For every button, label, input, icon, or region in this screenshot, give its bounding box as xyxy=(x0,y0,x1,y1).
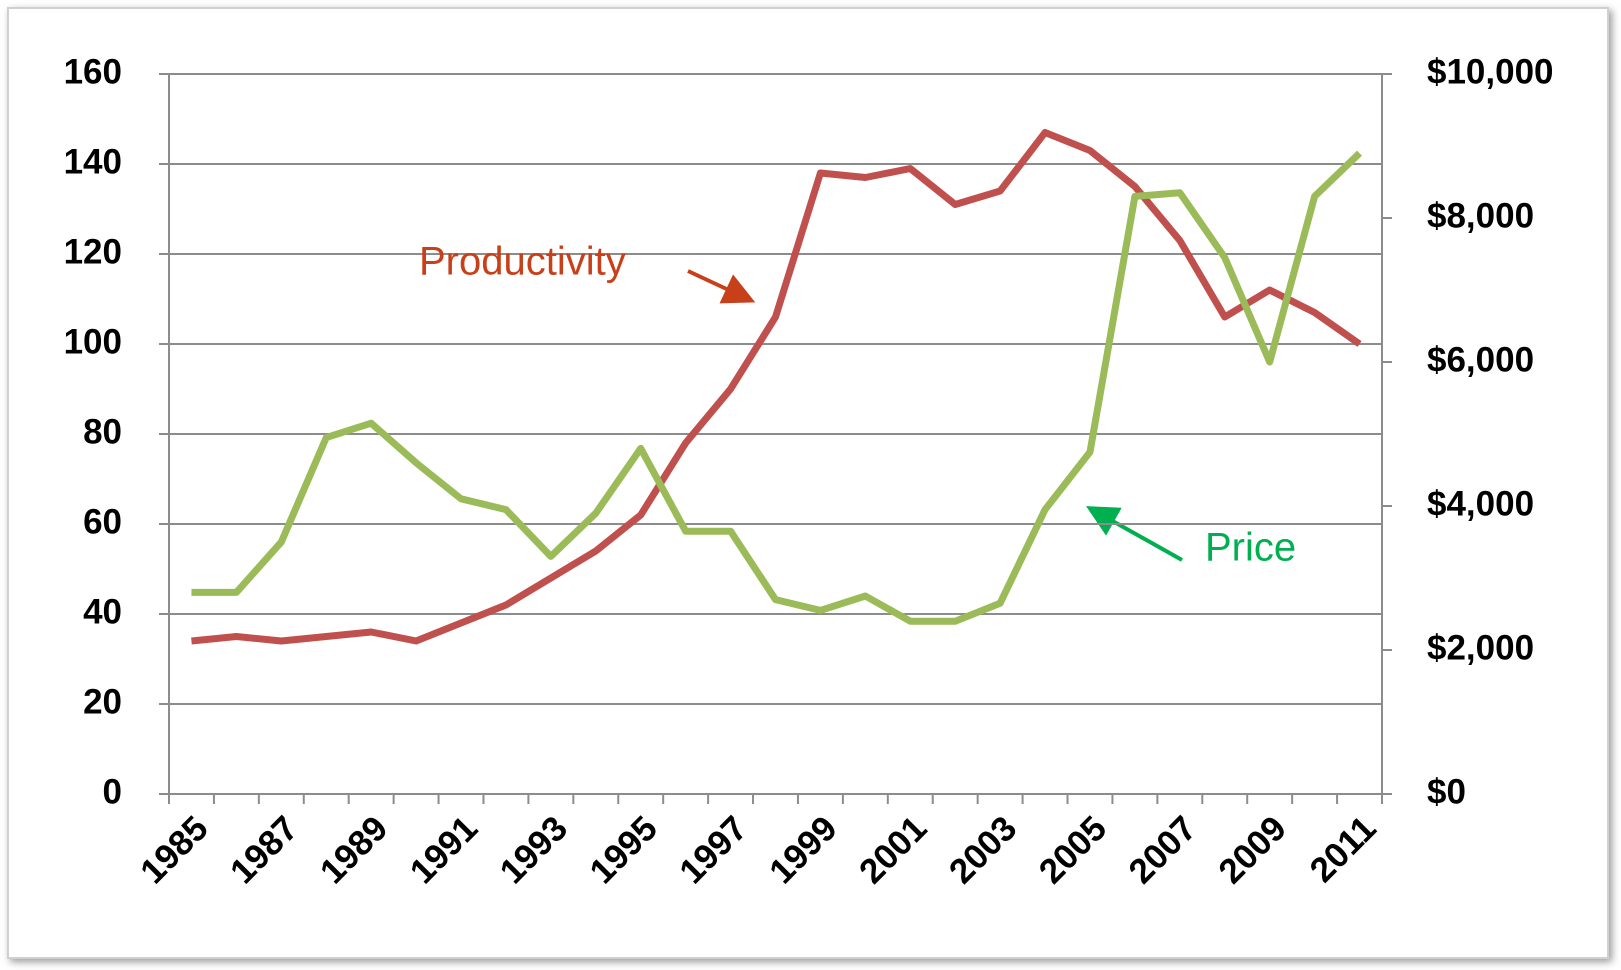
series-line xyxy=(191,129,1362,645)
y2-tick-label: $6,000 xyxy=(1427,340,1534,379)
y-tick-label: 0 xyxy=(103,772,122,811)
y-tick-label: 160 xyxy=(64,52,122,91)
y-tick-label: 120 xyxy=(64,232,122,271)
y-tick-label: 100 xyxy=(64,322,122,361)
y-tick-label: 80 xyxy=(83,412,122,451)
series-annotation: Price xyxy=(1205,526,1296,570)
annotation-arrow xyxy=(1086,506,1183,562)
annotation-arrow xyxy=(687,269,756,304)
y2-tick-label: $10,000 xyxy=(1427,52,1554,91)
y2-tick-label: $4,000 xyxy=(1427,484,1534,523)
y-tick-label: 140 xyxy=(64,142,122,181)
y2-tick-label: $2,000 xyxy=(1427,628,1534,667)
series-line xyxy=(191,150,1362,625)
y2-tick-label: $0 xyxy=(1427,772,1466,811)
frame xyxy=(7,7,1609,959)
y-tick-label: 40 xyxy=(83,592,122,631)
y-tick-label: 20 xyxy=(83,682,122,721)
y2-tick-label: $8,000 xyxy=(1427,196,1534,235)
series-annotation: Productivity xyxy=(419,240,626,284)
y-tick-label: 60 xyxy=(83,502,122,541)
